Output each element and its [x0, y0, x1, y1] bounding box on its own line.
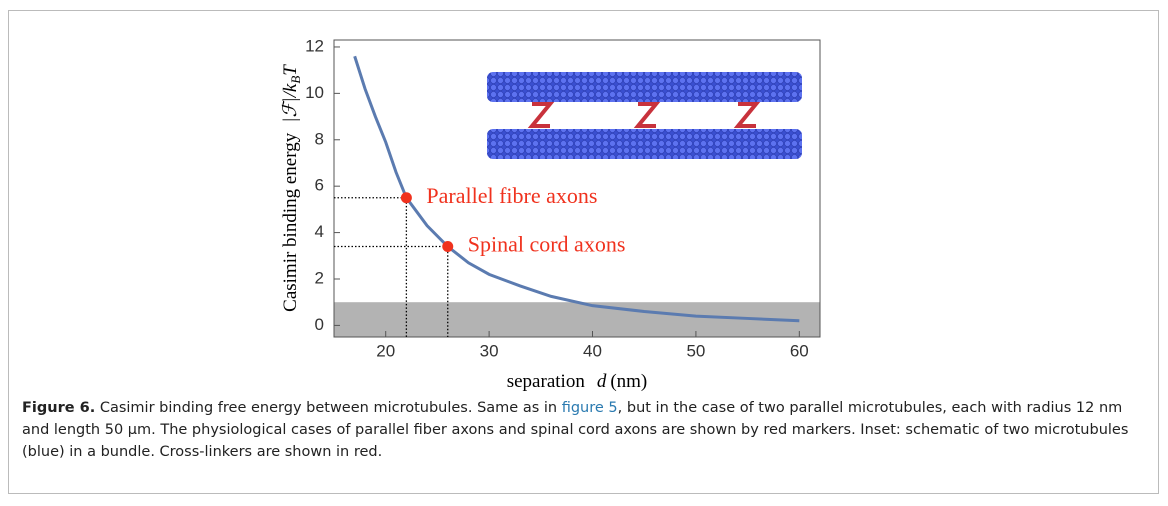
marker-label: Spinal cord axons [468, 232, 626, 257]
y-tick-label: 4 [315, 222, 324, 241]
guide-line [334, 197, 408, 337]
marker-label: Parallel fibre axons [426, 183, 597, 208]
x-tick-label: 40 [583, 341, 602, 360]
chart: 0 2 4 6 8 10 12 20 30 40 50 60 Parallel fibre axons S… [280, 36, 821, 392]
inset-schematic [487, 72, 802, 159]
x-tick-label: 60 [790, 341, 809, 360]
curve [353, 55, 800, 323]
microtubule [487, 72, 802, 102]
marker [400, 192, 412, 204]
y-label-math: |ℱ|/k [280, 83, 301, 123]
y-tick-label: 6 [315, 176, 324, 195]
figure-link[interactable]: figure 5 [561, 400, 618, 416]
y-tick-label: 2 [315, 268, 324, 287]
x-tick-label: 50 [686, 341, 705, 360]
y-tick-label: 12 [305, 36, 324, 55]
cross-linker [527, 102, 761, 128]
x-tick-label: 20 [376, 341, 395, 360]
plot-frame [333, 39, 821, 338]
y-tick-label: 8 [315, 129, 324, 148]
y-tick-label: 10 [305, 83, 324, 102]
caption-label: Figure 6. [22, 400, 96, 416]
x-label-text: separation [507, 371, 586, 392]
x-tick-label: 30 [480, 341, 499, 360]
caption: Figure 6. Casimir binding free energy be… [22, 397, 1142, 463]
microtubule [487, 129, 802, 159]
figure-frame [8, 10, 1159, 494]
threshold-band [334, 302, 820, 337]
caption-text: , but in the case of two parallel microt… [22, 400, 1129, 460]
caption-text: Casimir binding free energy between micr… [99, 400, 562, 416]
y-tick-label: 0 [315, 315, 324, 334]
y-axis-label: Casimir binding energy |ℱ|/kBT [280, 64, 303, 312]
marker [442, 241, 454, 253]
plot-layer: 0 2 4 6 8 10 12 20 30 40 50 60 Parallel fibre axons S… [280, 36, 821, 392]
y-label-text: Casimir binding energy [280, 132, 301, 312]
x-axis-label: separation d (nm) [507, 371, 648, 392]
y-label-sub: B [288, 76, 303, 84]
y-label-tail: T [280, 64, 301, 76]
x-label-var: d [597, 371, 607, 392]
x-label-unit: (nm) [610, 371, 647, 392]
